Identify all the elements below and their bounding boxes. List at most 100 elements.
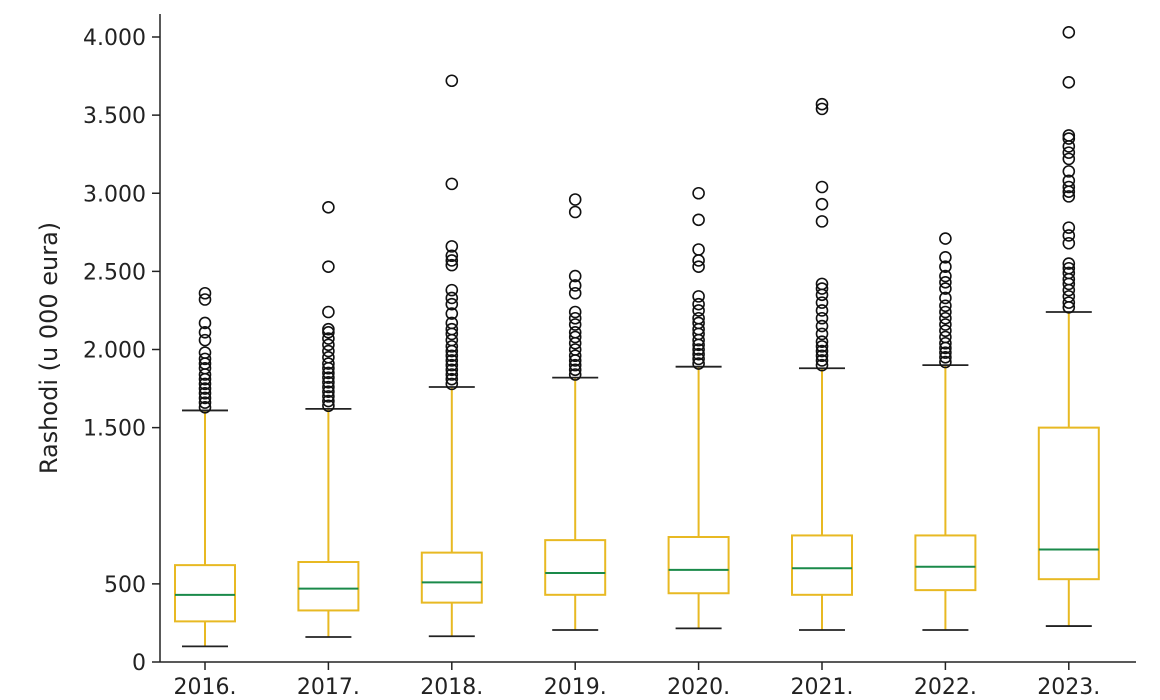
outlier-point (322, 390, 335, 403)
outlier-point (568, 330, 582, 344)
outlier-point (568, 318, 582, 331)
outlier-point (198, 382, 212, 395)
outlier-point (568, 279, 582, 292)
y-tick-label: 2.500 (83, 260, 146, 285)
outlier-point (322, 357, 335, 370)
outlier-point (939, 299, 952, 313)
outlier-point (692, 186, 705, 200)
outlier-point (1062, 165, 1076, 178)
outlier-point (445, 349, 459, 363)
outlier-point (1062, 229, 1076, 242)
outlier-point (1062, 257, 1076, 270)
outlier-point (815, 319, 829, 333)
outlier-point (815, 97, 829, 111)
outlier-point (445, 297, 459, 311)
outlier-point (445, 358, 459, 372)
outlier-point (939, 282, 952, 295)
outlier-point (939, 269, 952, 283)
y-axis: 0 500 1.500 2.000 2.500 3.000 3.500 4.000 (83, 14, 161, 676)
outlier-point (568, 349, 582, 363)
x-tick-label: 2022. (914, 675, 977, 700)
outlier-point (568, 326, 582, 339)
outlier-point (692, 290, 705, 303)
outlier-point (445, 307, 459, 320)
outlier-point (445, 316, 459, 330)
outlier-point (568, 358, 582, 372)
outlier-point (198, 333, 212, 347)
outlier-point (1062, 221, 1076, 234)
outlier-point (568, 343, 582, 356)
x-tick-label: 2019. (544, 675, 607, 700)
box-2020 (667, 186, 730, 630)
outlier-point (198, 286, 212, 300)
iqr-box (174, 564, 236, 623)
outlier-point (815, 277, 829, 291)
outlier-point (445, 74, 459, 88)
x-tick-label: 2023. (1037, 675, 1100, 700)
iqr-box (544, 539, 607, 596)
outlier-point (322, 260, 335, 273)
x-axis: 2016. 2017. 2018. 2019. 2020. 2021. 2022. 2023. (160, 661, 1136, 700)
outlier-point (568, 205, 582, 219)
box-2023 (1037, 26, 1100, 627)
outlier-point (322, 376, 335, 389)
outlier-point (815, 340, 829, 353)
box-2017 (297, 201, 360, 638)
outlier-point (198, 293, 212, 306)
outlier-point (568, 269, 582, 283)
outlier-point (1062, 76, 1076, 89)
outlier-point (445, 291, 459, 305)
outlier-point (568, 286, 582, 300)
outlier-point (322, 332, 335, 345)
outlier-point (1062, 261, 1076, 275)
outlier-point (815, 344, 829, 358)
outlier-point (1062, 174, 1076, 188)
outlier-point (322, 326, 335, 339)
outlier-point (815, 102, 829, 116)
box-2016 (174, 286, 236, 648)
outlier-point (815, 282, 829, 295)
outlier-point (692, 304, 705, 317)
outlier-point (322, 322, 335, 336)
y-tick-label: 500 (104, 573, 146, 598)
outlier-point (939, 355, 952, 369)
outlier-point (322, 394, 335, 408)
outlier-point (939, 260, 952, 273)
outlier-point (939, 330, 952, 344)
outlier-point (692, 260, 705, 273)
outlier-point (445, 372, 459, 386)
outlier-point (198, 391, 212, 405)
outlier-point (322, 399, 335, 413)
y-axis-label: Rashodi (u 000 eura) (35, 222, 63, 474)
outlier-point (198, 316, 212, 330)
outlier-point (815, 349, 829, 363)
outlier-point (445, 368, 459, 381)
outlier-point (322, 305, 335, 319)
iqr-box (1037, 426, 1100, 581)
outlier-point (939, 351, 952, 364)
outlier-point (939, 232, 952, 245)
outlier-point (322, 380, 335, 394)
outlier-point (692, 343, 705, 356)
outlier-point (939, 291, 952, 305)
outlier-point (1062, 129, 1076, 142)
y-tick-label: 3.000 (83, 182, 146, 207)
outlier-point (198, 401, 212, 414)
outlier-point (322, 344, 335, 358)
outlier-point (815, 327, 829, 341)
outlier-point (322, 201, 335, 214)
outlier-point (815, 335, 829, 348)
outlier-point (445, 322, 459, 336)
outlier-point (445, 258, 459, 272)
outlier-point (939, 305, 952, 319)
box-2019 (544, 193, 607, 631)
outlier-point (815, 197, 829, 211)
outlier-point (568, 311, 582, 325)
outlier-point (445, 249, 459, 263)
box-2018 (420, 74, 483, 638)
x-tick-label: 2016. (174, 675, 237, 700)
outlier-point (445, 177, 459, 191)
outlier-point (692, 316, 705, 330)
outlier-point (815, 354, 829, 367)
box-2021 (791, 97, 853, 631)
